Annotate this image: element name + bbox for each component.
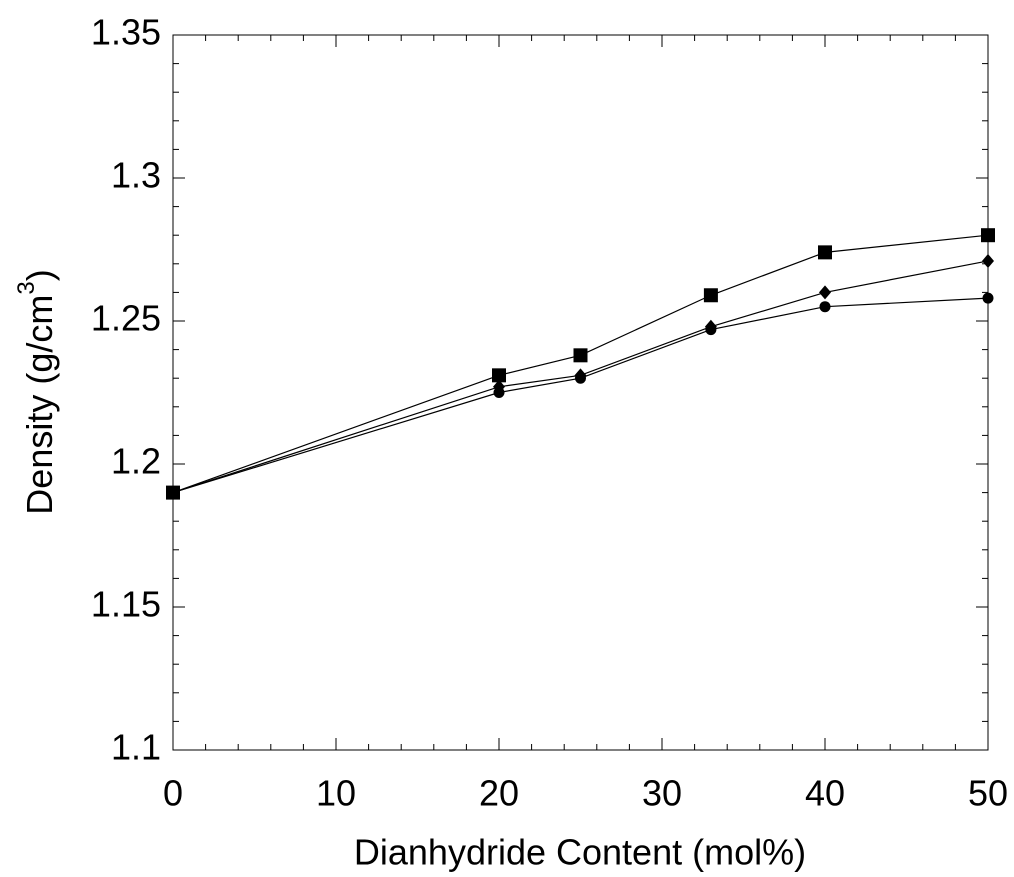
y-tick-label: 1.2	[111, 441, 161, 482]
plot-frame	[172, 34, 989, 751]
x-tick-label: 30	[642, 773, 682, 814]
x-tick-label: 10	[316, 773, 356, 814]
y-tick-label: 1.1	[111, 727, 161, 768]
y-axis-label: Density (g/cm3)	[13, 269, 59, 514]
marker-square	[573, 348, 588, 363]
y-axis-label-end: )	[19, 269, 60, 281]
marker-diamond	[493, 379, 505, 394]
x-tick-label: 50	[968, 773, 1008, 814]
marker-square	[166, 485, 180, 500]
y-tick-label: 1.3	[111, 155, 161, 196]
marker-circle	[982, 292, 994, 304]
y-tick-label: 1.15	[91, 584, 161, 625]
series-line	[172, 234, 989, 494]
y-axis-label-sup: 3	[13, 281, 40, 294]
marker-square	[981, 228, 995, 243]
series-line	[172, 260, 989, 494]
y-axis-label-text: Density (g/cm	[19, 295, 60, 515]
marker-square	[703, 288, 718, 303]
x-tick-label: 20	[479, 773, 519, 814]
y-tick-label: 1.35	[91, 12, 161, 53]
marker-diamond	[704, 319, 717, 334]
x-tick-label: 0	[163, 773, 183, 814]
marker-diamond	[982, 253, 994, 268]
marker-circle	[819, 301, 831, 313]
series-line	[172, 297, 989, 494]
marker-square	[818, 245, 832, 260]
y-tick-label: 1.25	[91, 298, 161, 339]
x-tick-label: 40	[805, 773, 845, 814]
marker-diamond	[819, 285, 831, 300]
x-axis-label: Dianhydride Content (mol%)	[354, 832, 806, 873]
marker-diamond	[574, 368, 587, 383]
marker-square	[492, 368, 506, 383]
